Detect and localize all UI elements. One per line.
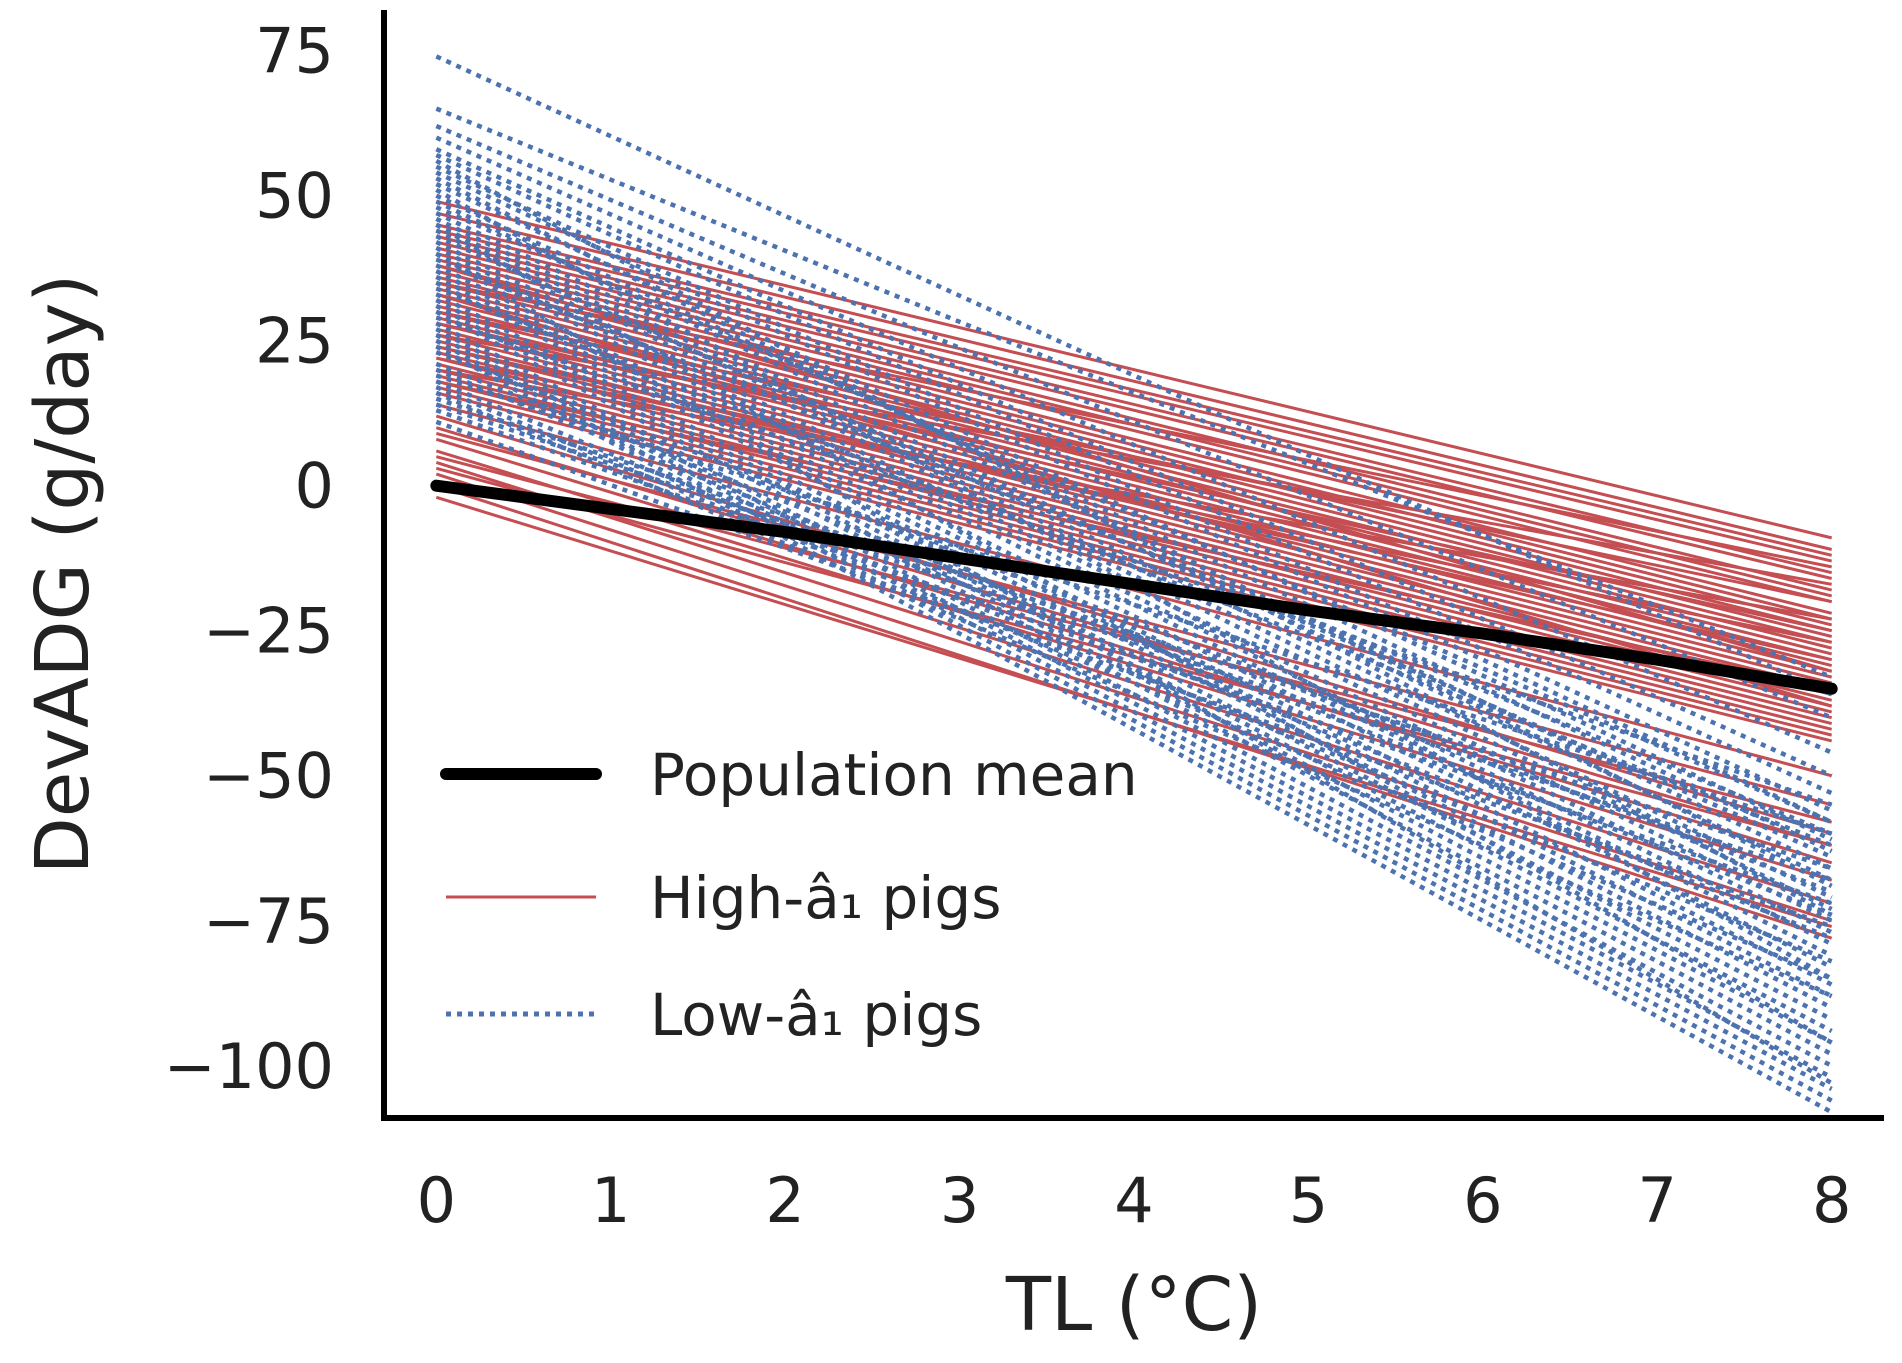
- low-a1-line-40: [435, 257, 1833, 836]
- x-tick-label-3: 3: [940, 1164, 979, 1237]
- low-a1-line-47: [435, 315, 1833, 807]
- y-tick-label-4: −25: [203, 595, 334, 668]
- high-a1-line-29: [435, 379, 1833, 731]
- high-a1-line-1: [435, 211, 1833, 551]
- low-a1-line-29: [435, 338, 1833, 1103]
- low-a1-line-27: [435, 327, 1833, 1080]
- legend: Population mean High-â₁ pigs Low-â₁ pigs: [440, 741, 1138, 1049]
- high-a1-line-39: [436, 368, 1832, 621]
- low-a1-line-50: [435, 222, 1833, 1045]
- low-a1-line-6: [435, 164, 1833, 813]
- low-a1-line-14: [435, 228, 1833, 923]
- legend-label-high-a1: High-â₁ pigs: [650, 864, 1001, 932]
- low-a1-line-5: [435, 152, 1833, 796]
- high-a1-line-47: [435, 472, 1833, 923]
- low-a1-line-20: [435, 274, 1833, 999]
- high-a1-line-19: [435, 321, 1833, 673]
- x-tick-label-4: 4: [1114, 1164, 1153, 1237]
- low-a1-line-48: [435, 373, 1833, 836]
- low-a1-line-42: [435, 205, 1833, 825]
- population-mean-series: [430, 479, 1838, 695]
- low-a1-line-23: [435, 298, 1833, 1033]
- low-a1-line-8: [435, 181, 1833, 842]
- x-tick-label-0: 0: [417, 1164, 456, 1237]
- low-a1-line-37: [435, 396, 1833, 871]
- x-axis-label: TL (°C): [1005, 1262, 1262, 1348]
- x-tick-label-1: 1: [591, 1164, 630, 1237]
- low-a1-line-38: [435, 408, 1833, 906]
- low-a1-line-44: [435, 158, 1833, 917]
- low-a1-line-21: [435, 280, 1833, 1010]
- high-a1-line-41: [435, 263, 1833, 673]
- x-axis-ticks: 0 1 2 3 4 5 6 7 8: [417, 1164, 1852, 1237]
- x-tick-label-8: 8: [1812, 1164, 1851, 1237]
- high-a1-line-11: [435, 275, 1833, 627]
- low-a1-line-45: [435, 187, 1833, 981]
- x-tick-label-2: 2: [765, 1164, 804, 1237]
- y-tick-label-5: −50: [203, 740, 334, 813]
- low-a1-line-28: [435, 332, 1833, 1091]
- low-a1-line-51: [435, 251, 1833, 1086]
- y-tick-label-0: 75: [255, 15, 334, 88]
- low-a1-line-9: [435, 193, 1833, 854]
- low-a1-series: [435, 54, 1833, 1115]
- high-a1-line-8: [435, 257, 1833, 604]
- high-a1-line-32: [436, 310, 1832, 604]
- x-tick-label-7: 7: [1638, 1164, 1677, 1237]
- low-a1-line-30: [435, 344, 1833, 1115]
- high-a1-line-34: [436, 333, 1832, 586]
- high-a1-line-3: [435, 228, 1833, 563]
- low-a1-line-16: [435, 245, 1833, 946]
- low-a1-line-39: [435, 419, 1833, 929]
- y-tick-label-6: −75: [203, 885, 334, 958]
- low-a1-line-46: [435, 286, 1833, 848]
- high-a1-line-44: [435, 437, 1833, 865]
- y-tick-label-1: 50: [255, 160, 334, 233]
- low-a1-line-49: [435, 402, 1833, 883]
- low-a1-line-41: [435, 234, 1833, 860]
- y-tick-label-7: −100: [164, 1030, 334, 1103]
- low-a1-line-1: [435, 106, 1833, 680]
- low-a1-line-3: [435, 135, 1833, 755]
- y-tick-label-3: 0: [295, 450, 334, 523]
- high-a1-line-21: [435, 333, 1833, 685]
- population-mean-line: [430, 479, 1838, 695]
- low-a1-line-4: [435, 147, 1833, 778]
- axes: [381, 10, 1884, 1121]
- low-a1-line-43: [435, 176, 1833, 888]
- y-tick-label-2: 25: [255, 305, 334, 378]
- low-a1-line-7: [435, 170, 1833, 825]
- plot-area: [430, 54, 1838, 1115]
- high-a1-line-38: [436, 356, 1832, 644]
- x-tick-label-6: 6: [1463, 1164, 1502, 1237]
- low-a1-line-0: [435, 54, 1833, 697]
- legend-label-population-mean: Population mean: [650, 741, 1138, 809]
- y-axis-label: DevADG (g/day): [20, 274, 106, 875]
- high-a1-line-0: [435, 199, 1833, 540]
- high-a1-line-5: [435, 240, 1833, 580]
- high-a1-line-17: [435, 310, 1833, 662]
- high-a1-line-27: [435, 368, 1833, 720]
- low-a1-line-32: [435, 361, 1833, 918]
- high-a1-line-33: [436, 321, 1832, 633]
- low-a1-line-31: [435, 350, 1833, 894]
- low-a1-line-22: [435, 292, 1833, 1022]
- low-a1-line-17: [435, 251, 1833, 958]
- legend-label-low-a1: Low-â₁ pigs: [650, 981, 982, 1049]
- low-a1-line-18: [435, 263, 1833, 970]
- x-tick-label-5: 5: [1289, 1164, 1328, 1237]
- y-axis-ticks: 75 50 25 0 −25 −50 −75 −100: [164, 15, 334, 1103]
- low-a1-line-19: [435, 269, 1833, 987]
